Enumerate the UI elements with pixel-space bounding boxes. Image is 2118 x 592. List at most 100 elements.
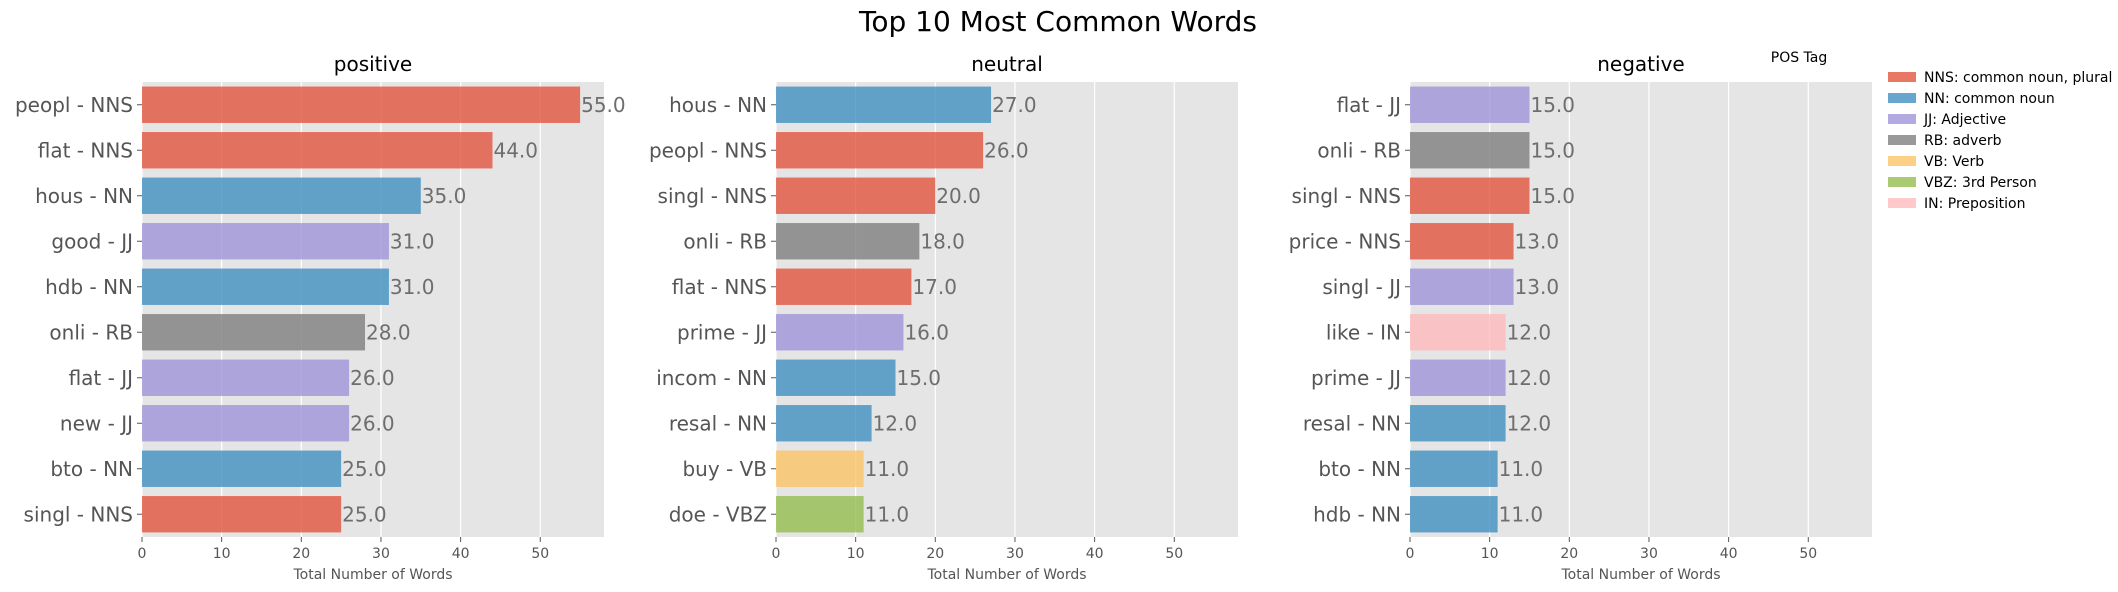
- legend-title: POS Tag: [1771, 50, 1828, 66]
- bar: [776, 314, 904, 351]
- bar: [776, 132, 984, 169]
- x-tick-label: 30: [1006, 546, 1024, 562]
- legend: POS Tag NNS: common noun, plural NN: commo…: [1771, 50, 2113, 212]
- data-label: 15.0: [1530, 138, 1575, 162]
- x-tick-label: 50: [1799, 546, 1817, 562]
- data-label: 16.0: [904, 320, 949, 344]
- bar: [1410, 86, 1530, 123]
- x-axis-label: Total Number of Words: [926, 567, 1086, 583]
- y-tick-label: incom - NN: [656, 366, 767, 390]
- y-tick-label: flat - NNS: [38, 138, 133, 162]
- y-tick-label: flat - JJ: [69, 366, 133, 390]
- y-tick-label: peopl - NNS: [649, 138, 767, 162]
- x-tick-label: 40: [1720, 546, 1738, 562]
- y-tick-label: hous - NN: [35, 184, 133, 208]
- y-tick-label: doe - VBZ: [669, 502, 767, 526]
- y-tick-label: peopl - NNS: [15, 93, 133, 117]
- x-tick-label: 20: [926, 546, 944, 562]
- bar: [1410, 268, 1514, 305]
- panel-title: negative: [1597, 52, 1684, 76]
- bar: [142, 132, 493, 169]
- bar: [142, 496, 342, 533]
- data-label: 11.0: [1499, 502, 1544, 526]
- bar: [1410, 496, 1498, 533]
- bar: [1410, 450, 1498, 487]
- y-tick-label: singl - NNS: [658, 184, 767, 208]
- figure-title: Top 10 Most Common Words: [858, 5, 1257, 38]
- x-tick-label: 20: [1560, 546, 1578, 562]
- y-tick-label: onli - RB: [49, 320, 133, 344]
- data-label: 15.0: [896, 366, 941, 390]
- legend-label: IN: Preposition: [1924, 196, 2025, 212]
- y-tick-label: flat - NNS: [672, 275, 767, 299]
- y-tick-label: flat - JJ: [1337, 93, 1401, 117]
- data-label: 15.0: [1530, 184, 1575, 208]
- y-tick-label: bto - NN: [1318, 457, 1401, 481]
- y-tick-label: singl - NNS: [24, 502, 133, 526]
- data-label: 15.0: [1530, 93, 1575, 117]
- data-label: 13.0: [1515, 275, 1560, 299]
- y-tick-label: resal - NN: [1303, 411, 1401, 435]
- y-tick-label: hdb - NN: [1313, 502, 1401, 526]
- y-tick-label: prime - JJ: [677, 320, 767, 344]
- chart-panel-1: 0 10 20 30 40 50 hous - NN 27.0 peopl - NNS 26.0 s…: [649, 52, 1238, 583]
- y-tick-label: onli - RB: [683, 229, 767, 253]
- data-label: 11.0: [1499, 457, 1544, 481]
- bar: [142, 86, 581, 123]
- panel-title: neutral: [971, 52, 1043, 76]
- x-tick-label: 0: [138, 546, 147, 562]
- bar: [776, 177, 936, 214]
- data-label: 28.0: [366, 320, 411, 344]
- y-tick-label: hdb - NN: [45, 275, 133, 299]
- data-label: 20.0: [936, 184, 981, 208]
- legend-swatch: [1888, 156, 1916, 166]
- x-tick-label: 10: [1481, 546, 1499, 562]
- x-tick-label: 10: [213, 546, 231, 562]
- bar: [776, 268, 912, 305]
- data-label: 55.0: [581, 93, 626, 117]
- legend-label: RB: adverb: [1924, 133, 2002, 149]
- data-label: 12.0: [873, 411, 918, 435]
- data-label: 12.0: [1507, 366, 1552, 390]
- bar: [776, 405, 872, 442]
- bar: [776, 496, 864, 533]
- y-tick-label: like - IN: [1326, 320, 1401, 344]
- y-tick-label: new - JJ: [60, 411, 133, 435]
- data-label: 26.0: [350, 366, 395, 390]
- x-tick-label: 10: [847, 546, 865, 562]
- y-tick-label: hous - NN: [669, 93, 767, 117]
- bar: [776, 450, 864, 487]
- chart-panel-2: 0 10 20 30 40 50 flat - JJ 15.0 onli - RB 15.0 sin…: [1289, 52, 1872, 583]
- data-label: 44.0: [493, 138, 538, 162]
- data-label: 17.0: [912, 275, 957, 299]
- data-label: 25.0: [342, 457, 387, 481]
- bar: [1410, 405, 1506, 442]
- bar: [776, 223, 920, 260]
- data-label: 26.0: [984, 138, 1029, 162]
- data-label: 26.0: [350, 411, 395, 435]
- legend-swatch: [1888, 93, 1916, 103]
- bar: [142, 223, 389, 260]
- data-label: 35.0: [422, 184, 467, 208]
- x-tick-label: 0: [772, 546, 781, 562]
- legend-swatch: [1888, 72, 1916, 82]
- bar: [776, 359, 896, 396]
- legend-swatch: [1888, 114, 1916, 124]
- bar: [776, 86, 992, 123]
- x-tick-label: 40: [1086, 546, 1104, 562]
- legend-label: NN: common noun: [1924, 91, 2055, 107]
- bar: [142, 450, 342, 487]
- legend-label: VB: Verb: [1924, 154, 1984, 170]
- legend-swatch: [1888, 135, 1916, 145]
- data-label: 18.0: [920, 229, 965, 253]
- bar: [142, 268, 389, 305]
- bar: [142, 314, 366, 351]
- x-tick-label: 50: [1165, 546, 1183, 562]
- data-label: 11.0: [865, 457, 910, 481]
- data-label: 11.0: [865, 502, 910, 526]
- x-tick-label: 0: [1406, 546, 1415, 562]
- x-axis-label: Total Number of Words: [1560, 567, 1720, 583]
- legend-label: JJ: Adjective: [1923, 112, 2006, 128]
- x-tick-label: 20: [292, 546, 310, 562]
